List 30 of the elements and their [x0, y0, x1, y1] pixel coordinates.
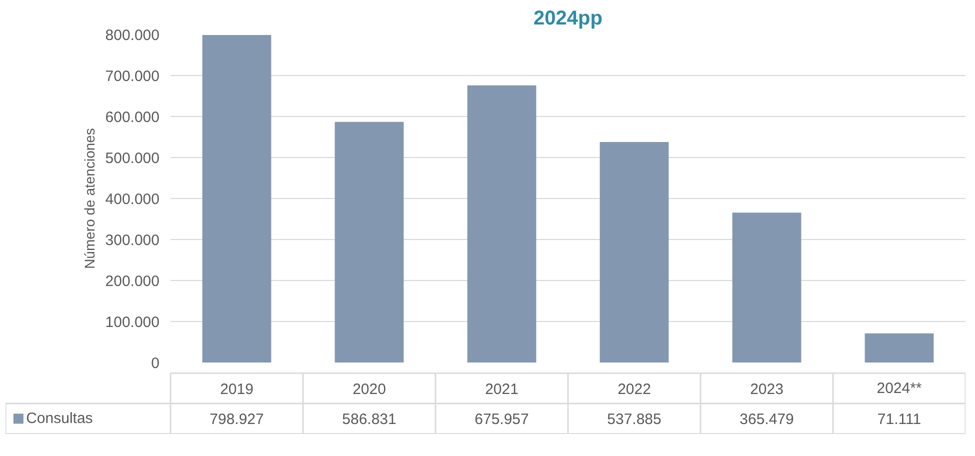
y-tick-label: 400.000: [105, 191, 160, 208]
data-label: 586.831: [342, 411, 396, 428]
x-tick-label: 2020: [352, 380, 386, 398]
bar: [202, 34, 272, 362]
x-tick-label: 2023: [750, 380, 784, 398]
bar: [467, 85, 536, 362]
data-label: 798.927: [210, 411, 264, 428]
x-tick-label: 2022: [618, 380, 651, 398]
y-tick-label: 200.000: [105, 273, 160, 290]
x-tick-label: 2024**: [876, 380, 922, 397]
bar: [864, 333, 934, 362]
y-tick-label: 800.000: [105, 27, 160, 44]
bar: [334, 122, 404, 362]
data-label: 71.111: [877, 411, 922, 428]
y-axis-title: Número de atenciones: [81, 128, 98, 269]
data-label: 675.957: [474, 411, 529, 428]
y-tick-label: 300.000: [105, 232, 160, 249]
data-label: 365.479: [740, 411, 794, 428]
y-tick-label: 500.000: [105, 150, 160, 167]
y-tick-label: 700.000: [105, 68, 160, 85]
bar: [732, 212, 802, 362]
data-label: 537.885: [607, 411, 662, 428]
legend-label: Consultas: [26, 410, 93, 428]
x-tick-label: 2021: [485, 380, 518, 398]
chart-title: 2024pp: [534, 8, 602, 30]
y-tick-label: 0: [151, 355, 160, 372]
y-tick-label: 600.000: [105, 109, 160, 126]
bar: [600, 142, 669, 362]
y-tick-label: 100.000: [105, 314, 160, 331]
x-tick-label: 2019: [220, 380, 254, 398]
